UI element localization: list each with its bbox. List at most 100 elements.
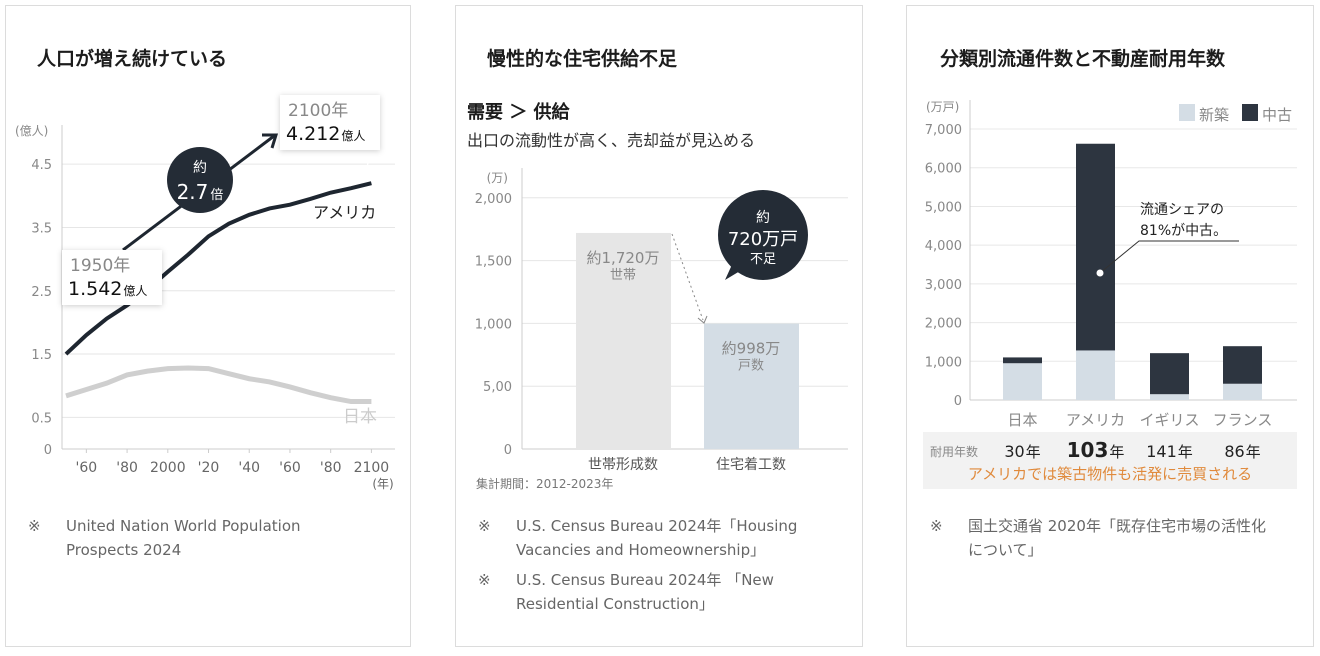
arrowhead-icon: [697, 315, 708, 324]
category-label: イギリス: [1139, 411, 1199, 429]
lifespan-entry: 103年: [1067, 438, 1125, 462]
category-label: 住宅着工数: [716, 457, 786, 473]
y-tick-label: 0: [954, 394, 962, 409]
lifespan-entry: 30年: [1004, 442, 1040, 461]
ratio-line: 2.7 倍: [177, 180, 224, 204]
note-mark: ※: [930, 517, 943, 535]
bar-0-0: [1003, 363, 1042, 400]
y-tick-label: 5,00: [483, 380, 512, 395]
y-tick-label: 6,000: [925, 162, 962, 177]
note-text: 国土交通省 2020年「既存住宅市場の活性化について」: [968, 517, 1266, 559]
callout-tail: [75, 305, 83, 322]
source-note: ※ U.S. Census Bureau 2024年 「New Resident…: [478, 568, 818, 616]
category-label: 日本: [1007, 411, 1037, 429]
bar-0-3: [1223, 383, 1262, 400]
bubble-suffix: 不足: [750, 252, 776, 267]
x-tick-label: '80: [116, 460, 138, 476]
y-tick-label: 2,000: [475, 192, 512, 207]
y-axis-unit: (万): [487, 171, 508, 185]
shortage-bubble: [718, 190, 808, 280]
panel-title: 分類別流通件数と不動産耐用年数: [940, 48, 1226, 70]
y-tick-label: 4.5: [31, 158, 52, 173]
category-label: フランス: [1213, 411, 1273, 429]
ratio-prefix: 約: [193, 160, 207, 176]
callout-value-line: 4.212億人: [286, 123, 365, 145]
y-tick-label: 3,000: [925, 278, 962, 293]
bar-value-label: 約1,720万: [587, 249, 660, 267]
lifespan-box: [923, 432, 1297, 489]
ratio-value: 2.7: [177, 180, 209, 204]
shortage-arrow: [671, 233, 704, 321]
legend-label: 新築: [1199, 106, 1229, 124]
bar-1-3: [1223, 346, 1262, 384]
annotation-text: 81%が中古。: [1140, 223, 1227, 239]
x-tick-label: '80: [320, 460, 342, 476]
x-tick-label: '60: [76, 460, 98, 476]
panel-title: 慢性的な住宅供給不足: [487, 48, 678, 70]
lifespan-footer: アメリカでは築古物件も活発に売買される: [968, 465, 1252, 483]
series-line-0: [64, 181, 372, 356]
source-note: ※ 国土交通省 2020年「既存住宅市場の活性化について」: [930, 514, 1275, 562]
y-tick-label: 4,000: [925, 239, 962, 254]
series-label-japan: 日本: [343, 407, 377, 427]
y-tick-label: 2,000: [925, 317, 962, 332]
y-axis-unit: (億人): [15, 124, 48, 138]
callout-value-line: 1.542億人: [68, 278, 147, 300]
callout-box: [280, 95, 380, 150]
y-tick-label: 0: [44, 443, 52, 458]
callout-box: [62, 250, 162, 305]
y-tick-label: 1,500: [475, 255, 512, 270]
bar-0: [576, 232, 671, 449]
lifespan-value: 30: [1004, 442, 1024, 461]
y-tick-label: 7,000: [925, 123, 962, 138]
note-mark: ※: [28, 517, 41, 535]
callout-year: 1950年: [70, 256, 130, 276]
subheadline: 出口の流動性が高く、売却益が見込める: [467, 131, 756, 150]
callout-year: 2100年: [288, 101, 348, 121]
y-axis-unit: (万戸): [926, 100, 959, 114]
legend-swatch-1: [1242, 104, 1258, 121]
x-axis-unit: (年): [372, 477, 393, 491]
source-note: ※ United Nation World Population Prospec…: [28, 514, 358, 562]
lifespan-unit: 年: [1026, 443, 1041, 461]
lifespan-unit: 年: [1246, 443, 1261, 461]
y-tick-label: 3.5: [31, 221, 52, 236]
callout-unit: 億人: [123, 284, 147, 298]
callout-value: 1.542: [68, 278, 122, 300]
y-tick-label: 1,000: [475, 317, 512, 332]
lifespan-unit: 年: [1178, 443, 1193, 461]
y-tick-label: 1.5: [31, 348, 52, 363]
arrowhead-icon: [262, 133, 279, 149]
y-tick-label: 2.5: [31, 285, 52, 300]
y-tick-label: 0: [504, 443, 512, 458]
x-tick-label: '40: [238, 460, 260, 476]
annotation-line: [1099, 240, 1239, 274]
bar-0-1: [1076, 350, 1115, 400]
bar-value-label: 約998万: [722, 340, 781, 358]
note-mark: ※: [478, 517, 491, 535]
note-text: United Nation World Population Prospects…: [66, 517, 301, 559]
x-tick-label: 2100: [354, 460, 390, 476]
bar-unit-label: 世帯: [610, 268, 636, 283]
note-text: U.S. Census Bureau 2024年 「New Residentia…: [516, 571, 774, 613]
series-line-1: [65, 365, 372, 405]
y-tick-label: 5,000: [925, 200, 962, 215]
annotation-text: 流通シェアの: [1140, 202, 1224, 218]
bar-1-1: [1076, 143, 1115, 351]
bubble-prefix: 約: [756, 210, 770, 226]
panel-title: 人口が増え続けている: [37, 48, 228, 70]
bar-unit-label: 戸数: [738, 359, 764, 374]
bubble-value: 720万戸: [728, 229, 798, 250]
ratio-badge: [167, 147, 233, 213]
category-label: 世帯形成数: [588, 457, 658, 473]
callout-tail: [367, 150, 375, 167]
x-tick-label: '60: [279, 460, 301, 476]
note-mark: ※: [478, 571, 491, 589]
bar-1: [704, 323, 799, 449]
source-note: ※ U.S. Census Bureau 2024年「Housing Vacan…: [478, 514, 838, 562]
x-tick-label: 2000: [150, 460, 186, 476]
lifespan-value: 86: [1224, 442, 1244, 461]
lifespan-unit: 年: [1109, 443, 1124, 461]
